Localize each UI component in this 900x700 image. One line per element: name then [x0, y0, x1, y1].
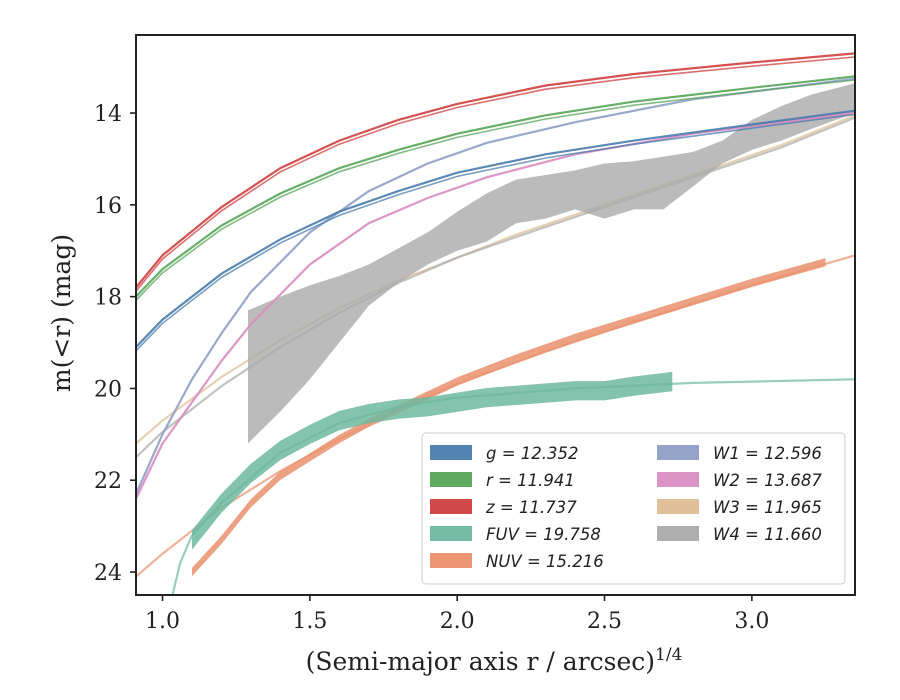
- series-z-model: [136, 56, 855, 292]
- legend-swatch: [657, 526, 699, 541]
- y-tick-label: 14: [94, 102, 122, 127]
- legend-label: W4 = 11.660: [713, 525, 822, 544]
- y-tick-label: 24: [94, 561, 122, 586]
- series-r-model: [136, 79, 855, 301]
- series-w4: [136, 83, 855, 459]
- legend: g = 12.352 r = 11.941 z = 11.737 FUV = 19.7…: [421, 432, 846, 585]
- series-r-line: [136, 75, 855, 298]
- series-z: [136, 52, 855, 292]
- legend-label: W1 = 12.596: [713, 444, 822, 463]
- y-tick-label: 18: [94, 286, 122, 311]
- series-fuv-model: [171, 378, 855, 595]
- legend-swatch: [430, 499, 472, 514]
- series-fuv-band: [192, 371, 673, 550]
- x-axis-label: (Semi-major axis r / arcsec)1/4: [306, 645, 683, 676]
- x-tick-label: 1.5: [292, 609, 327, 634]
- legend-swatch: [430, 553, 472, 568]
- axes-frame: [135, 34, 856, 596]
- series-z-line: [136, 52, 855, 289]
- y-axis-label: m(<r) (mag): [47, 234, 76, 392]
- series-g-line: [136, 109, 855, 348]
- series-w4-model: [136, 116, 855, 459]
- legend-swatch: [657, 472, 699, 487]
- legend-swatch: [430, 472, 472, 487]
- series-fuv: [171, 371, 855, 595]
- legend-label: g = 12.352: [486, 444, 579, 463]
- legend-label: FUV = 19.758: [486, 525, 601, 544]
- legend-label: z = 11.737: [485, 498, 577, 517]
- y-tick-label: 16: [94, 194, 122, 219]
- legend-swatch: [657, 445, 699, 460]
- legend-swatch: [430, 526, 472, 541]
- legend-box: [421, 432, 846, 585]
- plot-area: [136, 52, 855, 595]
- legend-label: W2 = 13.687: [713, 471, 822, 490]
- axis-ticks: 1.0 1.5 2.0 2.5 3.0 14 16 18 20 22 24: [94, 102, 769, 634]
- series-r: [136, 75, 855, 301]
- x-tick-label: 3.0: [734, 609, 769, 634]
- legend-swatch: [430, 445, 472, 460]
- legend-swatch: [657, 499, 699, 514]
- legend-label: W3 = 11.965: [713, 498, 822, 517]
- x-tick-label: 2.5: [587, 609, 622, 634]
- x-tick-label: 2.0: [440, 609, 475, 634]
- x-tick-label: 1.0: [145, 609, 180, 634]
- y-tick-label: 22: [94, 469, 122, 494]
- series-g: [136, 109, 855, 352]
- y-tick-label: 20: [94, 377, 122, 402]
- series-g-model: [136, 113, 855, 352]
- legend-label: r = 11.941: [486, 471, 575, 490]
- legend-label: NUV = 15.216: [486, 552, 604, 571]
